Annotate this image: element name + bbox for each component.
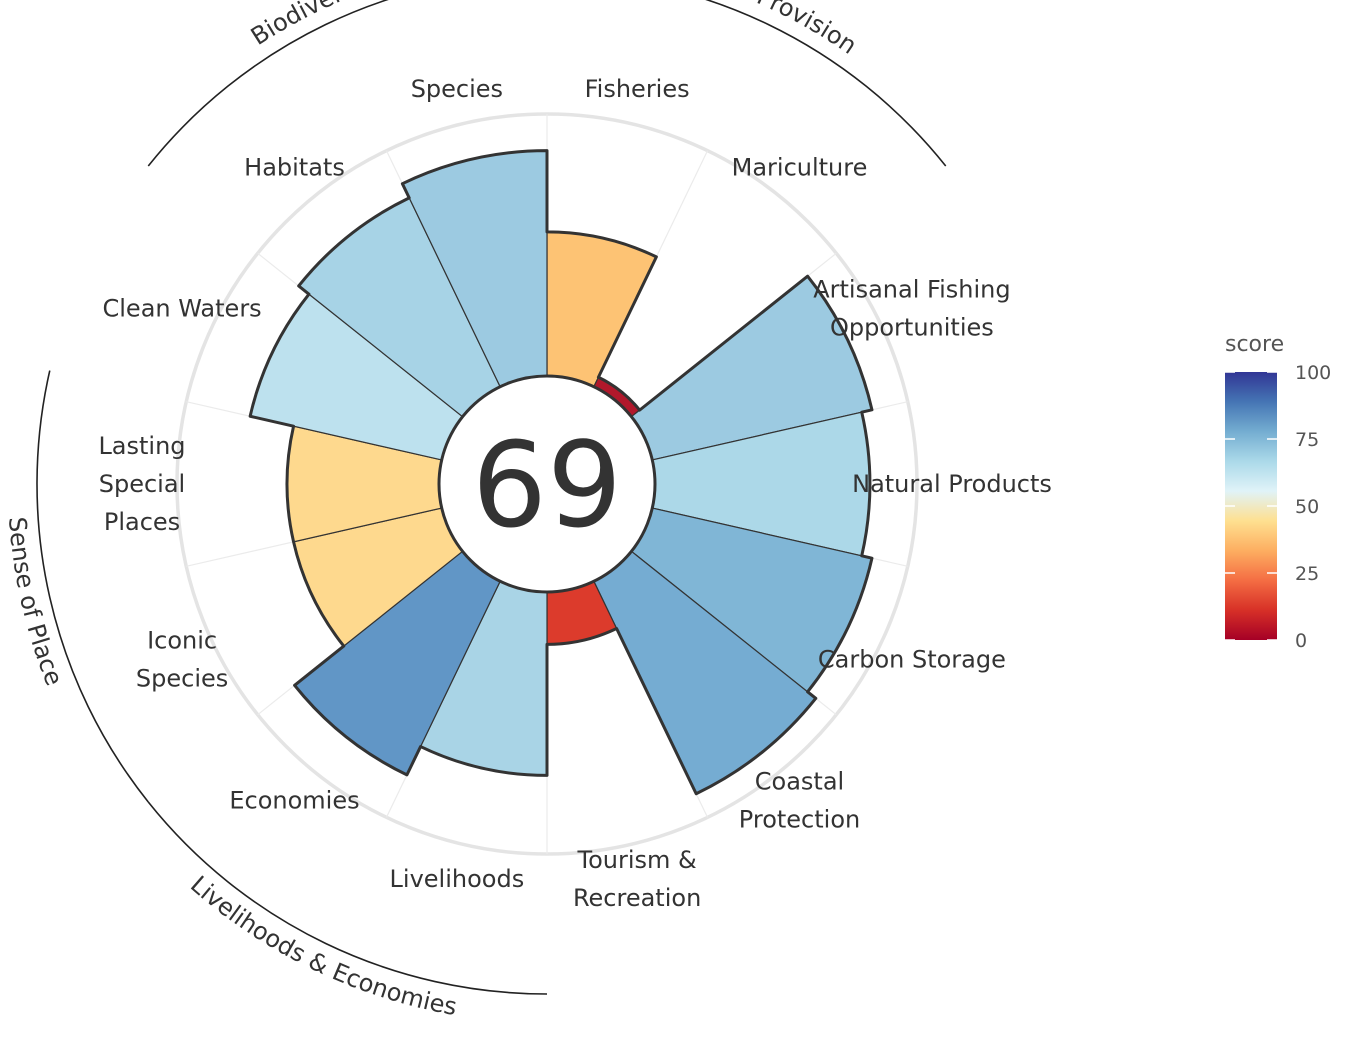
legend-tick-label: 50 (1295, 496, 1319, 518)
goal-label-livelihoods: Livelihoods (390, 865, 525, 893)
group-label-sense-of-place: Sense of Place (3, 516, 68, 690)
group-arc-livelihoods-economies (147, 801, 548, 995)
group-label-food-provision: Food Provision (692, 0, 862, 60)
goal-label-species: Species (411, 75, 503, 103)
group-arc-sense-of-place (36, 370, 149, 803)
legend: score 100 75 50 25 0 (1225, 332, 1331, 652)
goal-label-iconic-species: Iconic Species (136, 627, 228, 693)
legend-tick-label: 100 (1295, 362, 1331, 384)
goal-label-natural-products: Natural Products (852, 470, 1052, 498)
goal-label-lasting-special-places: Lasting Special Places (98, 432, 185, 536)
goal-label-mariculture: Mariculture (732, 153, 868, 181)
center-disc (437, 374, 657, 594)
petal-outline (248, 149, 874, 796)
legend-tick-label: 75 (1295, 429, 1319, 451)
legend-title: score (1225, 332, 1284, 357)
goal-label-artisanal-fishing-opportunities: Artisanal Fishing Opportunities (813, 275, 1010, 341)
group-label-livelihoods-economies: Livelihoods & Economies (185, 870, 459, 1021)
goal-label-coastal-protection: Coastal Protection (739, 768, 860, 834)
goal-label-tourism-recreation: Tourism & Recreation (573, 846, 701, 912)
group-arc-food-provision (705, 0, 947, 167)
goal-label-clean-waters: Clean Waters (103, 294, 262, 322)
group-arc-biodiversity (147, 0, 389, 167)
petal-fisheries (546, 231, 658, 388)
goal-label-fisheries: Fisheries (585, 75, 690, 103)
goal-label-economies: Economies (229, 787, 359, 815)
goal-label-habitats: Habitats (244, 153, 345, 181)
center-score: 69 (472, 416, 622, 554)
legend-tick-label: 25 (1295, 563, 1319, 585)
legend-tick-label: 0 (1295, 630, 1307, 652)
goal-label-carbon-storage: Carbon Storage (818, 646, 1006, 674)
